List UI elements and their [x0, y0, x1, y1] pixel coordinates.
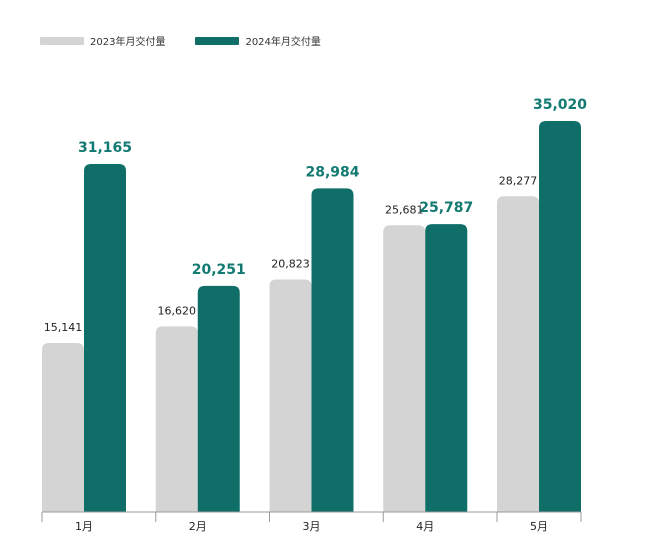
bar-2024-m4: [425, 224, 468, 512]
data-label-2023-m5: 28,277: [499, 174, 538, 187]
x-category-label-5: 5月: [530, 520, 548, 533]
bar-2023-m2: [155, 326, 198, 512]
data-label-2024-m5: 35,020: [533, 97, 587, 113]
bar-2024-m5: [539, 121, 581, 512]
data-label-2023-m2: 16,620: [158, 304, 197, 317]
x-category-label-2: 2月: [189, 520, 207, 533]
bar-2024-m2: [197, 285, 240, 512]
data-label-2024-m1: 31,165: [78, 140, 132, 156]
chart-legend: 2023年月交付量 2024年月交付量: [40, 33, 321, 48]
bar-2023-m4: [383, 225, 426, 512]
legend-label-2023: 2023年月交付量: [90, 37, 166, 48]
data-label-2024-m4: 25,787: [419, 200, 473, 216]
legend-swatch-2024: [195, 36, 240, 45]
data-label-2024-m3: 28,984: [305, 164, 359, 180]
bar-2023-m3: [269, 279, 312, 512]
legend-item-2023: 2023年月交付量: [40, 33, 165, 48]
data-label-2024-m2: 20,251: [192, 262, 246, 278]
x-category-label-1: 1月: [75, 520, 93, 533]
legend-item-2024: 2024年月交付量: [195, 33, 321, 48]
x-category-label-3: 3月: [303, 520, 321, 533]
legend-label-2024: 2024年月交付量: [245, 37, 321, 48]
legend-swatch-2023: [40, 36, 84, 45]
data-label-2023-m3: 20,823: [271, 258, 310, 271]
bar-2024-m3: [311, 188, 354, 513]
data-label-2023-m4: 25,681: [385, 203, 424, 216]
x-category-label-4: 4月: [416, 520, 434, 533]
bar-2024-m1: [84, 164, 126, 512]
bar-2023-m1: [42, 342, 84, 512]
data-label-2023-m1: 15,141: [44, 321, 83, 334]
bar-2023-m5: [497, 196, 539, 512]
